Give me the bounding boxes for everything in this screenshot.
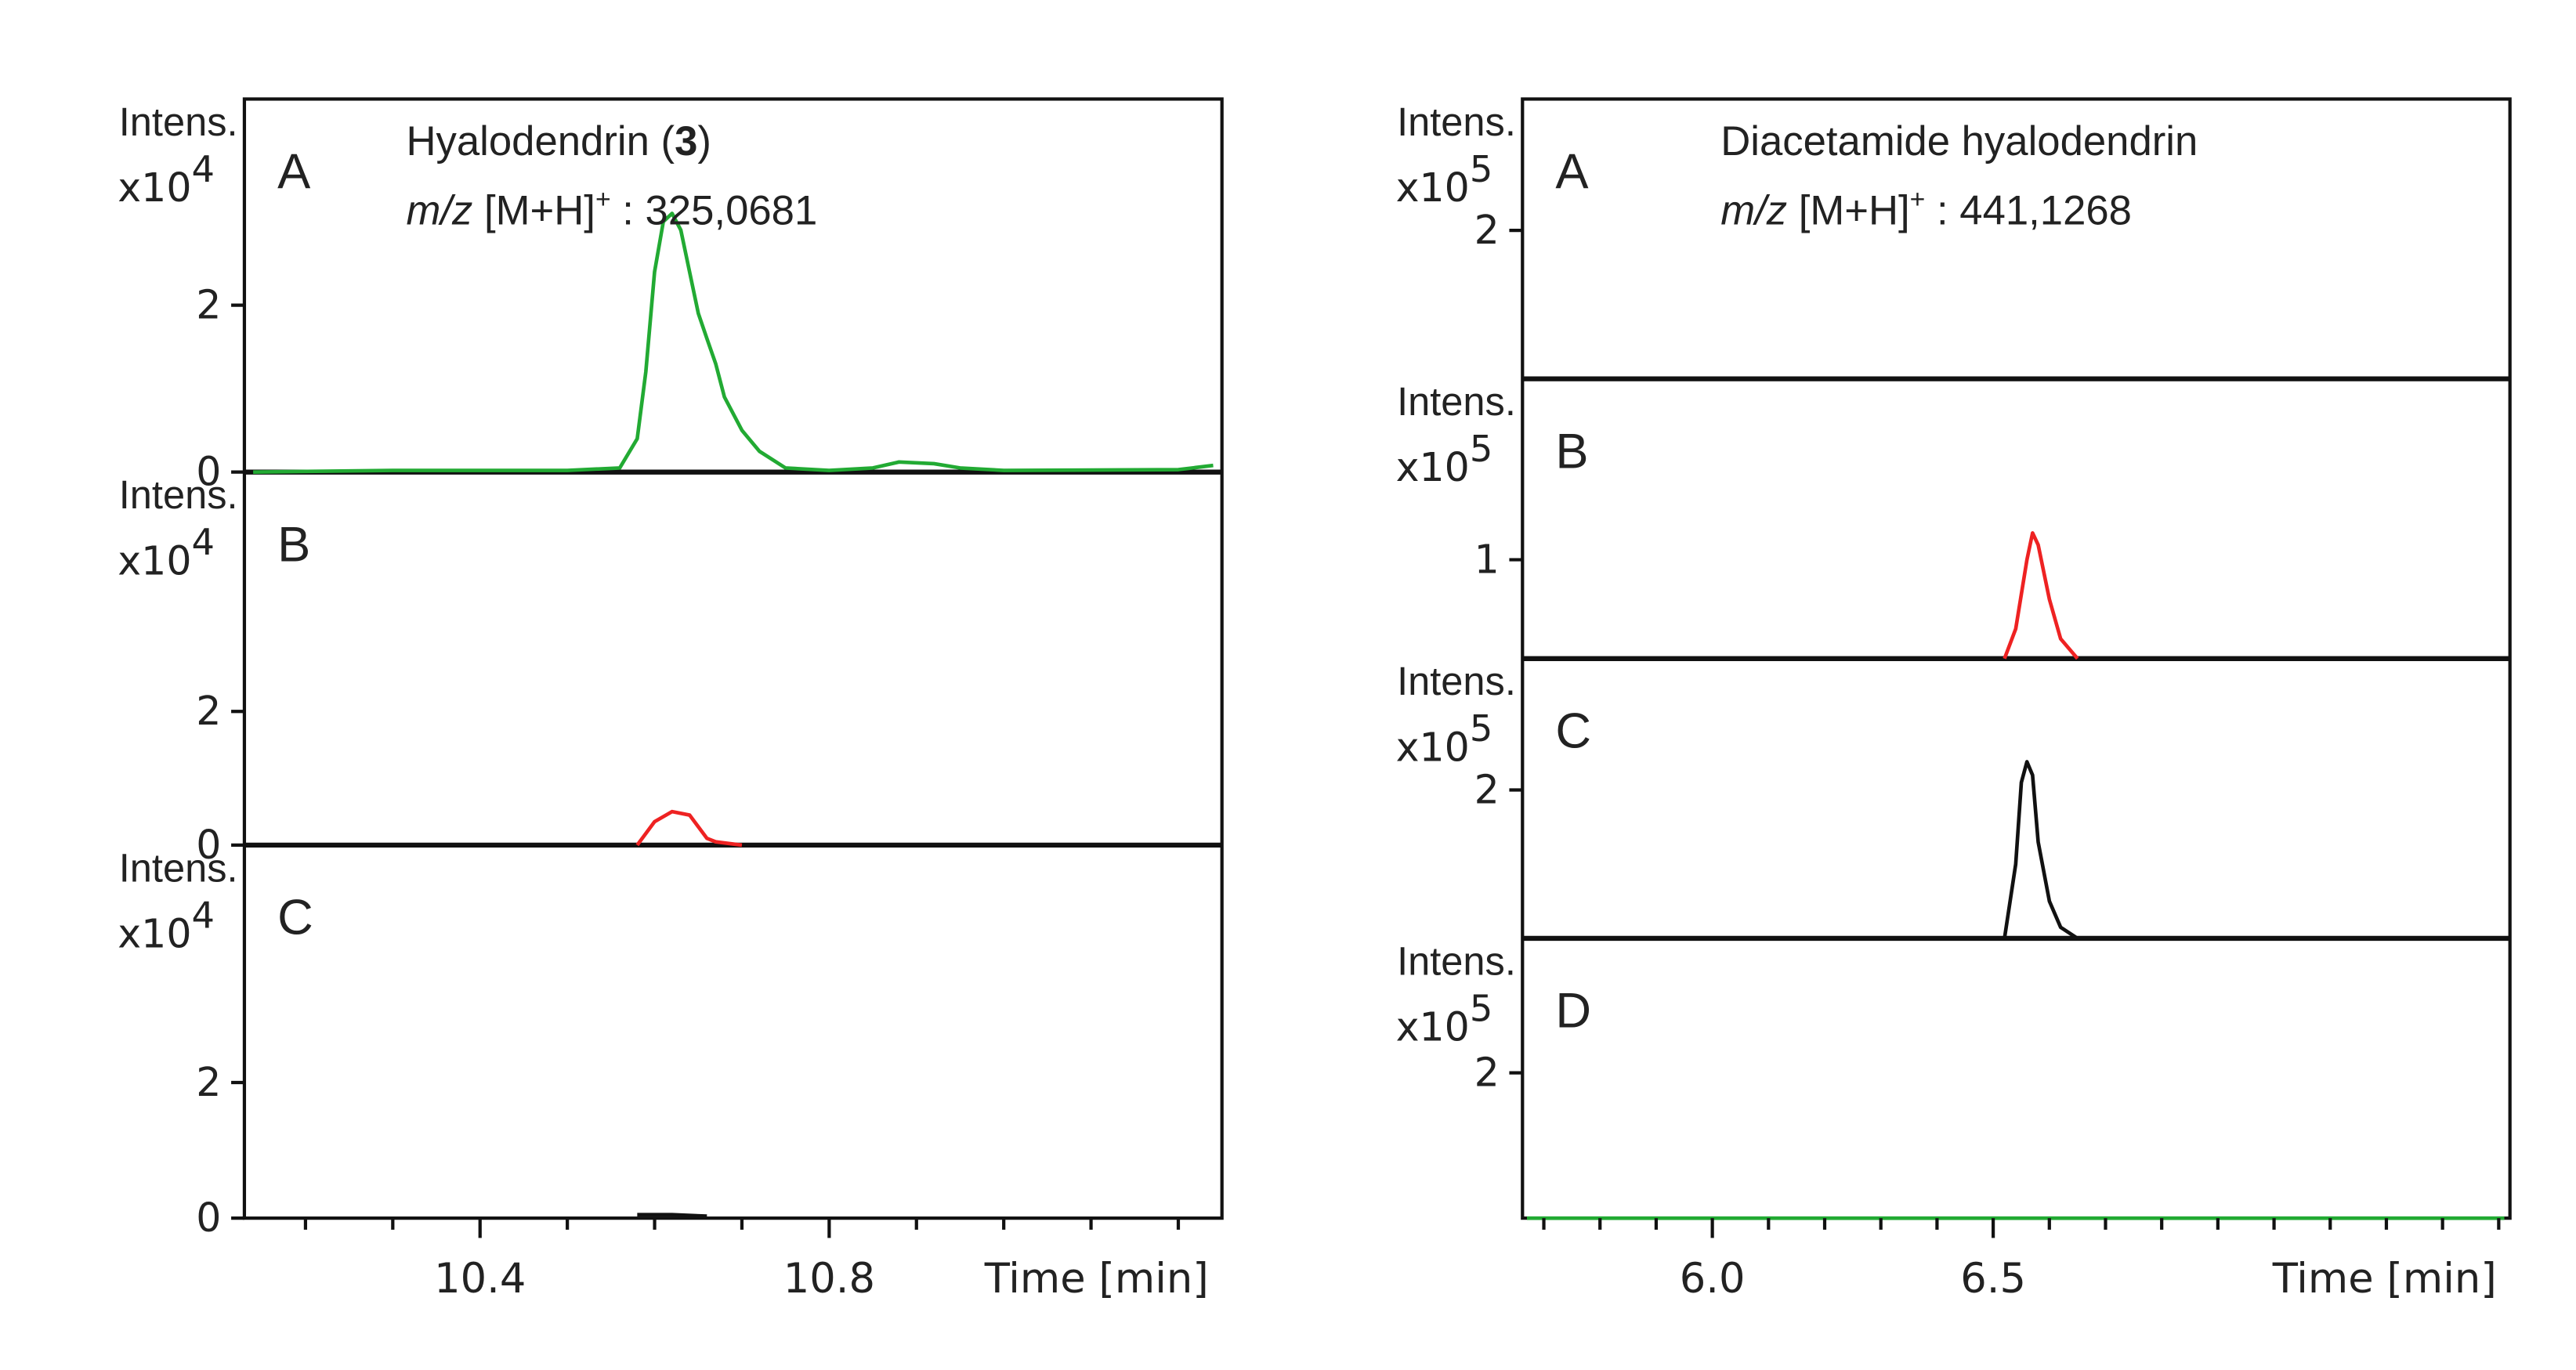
- y-axis-label: Intens.: [1397, 99, 1516, 144]
- panel-label: B: [277, 517, 310, 572]
- charge-label: +: [595, 185, 611, 215]
- y-tick-label: 0: [196, 822, 221, 868]
- y-axis-unit: x104: [118, 894, 215, 956]
- y-axis-unit: x105: [1396, 987, 1493, 1050]
- y-unit-exponent: 4: [191, 148, 215, 190]
- x-tick-label: 10.8: [783, 1255, 875, 1303]
- y-unit-base: x10: [118, 164, 191, 211]
- y-unit-exponent: 4: [191, 521, 215, 563]
- ion-label: [M+H]: [472, 188, 595, 234]
- plot-frame: [242, 97, 1224, 1220]
- panel-label: C: [277, 891, 313, 945]
- y-unit-base: x10: [118, 537, 191, 584]
- y-tick-label: 2: [1474, 766, 1500, 812]
- y-unit-base: x10: [1396, 444, 1470, 490]
- y-axis-label: Intens.: [1397, 659, 1516, 703]
- y-unit-exponent: 5: [1470, 148, 1493, 190]
- compound-name-text: Diacetamide hyalodendrin: [1720, 118, 2198, 164]
- y-unit-base: x10: [1396, 1004, 1470, 1050]
- x-axis-label: Time [min]: [2272, 1255, 2497, 1303]
- y-axis-label: Intens.: [119, 845, 238, 890]
- panel-label: D: [1555, 984, 1591, 1039]
- y-unit-base: x10: [1396, 164, 1470, 211]
- panel-label: C: [1555, 704, 1591, 759]
- trace: [637, 1213, 707, 1218]
- y-tick-label: 2: [196, 688, 221, 734]
- trace: [635, 809, 743, 848]
- compound-name: Hyalodendrin (3): [406, 118, 711, 164]
- x-tick-label: 10.4: [434, 1255, 526, 1303]
- y-axis-label: Intens.: [119, 472, 238, 517]
- compound-name-end: ): [697, 118, 711, 164]
- y-tick-label: 2: [196, 1059, 221, 1105]
- y-tick-label: 0: [196, 449, 221, 495]
- y-axis-label: Intens.: [1397, 938, 1516, 983]
- y-unit-exponent: 5: [1470, 707, 1493, 750]
- mz-label: m/z: [406, 188, 472, 234]
- y-unit-base: x10: [118, 911, 191, 957]
- y-tick-label: 1: [1474, 536, 1500, 582]
- y-tick-label: 0: [196, 1195, 221, 1241]
- y-axis-unit: x105: [1396, 707, 1493, 770]
- x-tick-label: 6.5: [1960, 1255, 2026, 1303]
- trace: [2003, 760, 2079, 940]
- compound-number: 3: [675, 118, 697, 164]
- mz-value: : 325,0681: [611, 188, 818, 234]
- y-tick-label: 2: [1474, 1049, 1500, 1095]
- y-unit-exponent: 5: [1470, 428, 1493, 470]
- compound-name-text: Hyalodendrin (: [406, 118, 675, 164]
- ion-label: [M+H]: [1787, 188, 1910, 234]
- y-axis-unit: x104: [118, 148, 215, 211]
- y-axis-unit: x105: [1396, 148, 1493, 211]
- panel-label: A: [277, 144, 311, 199]
- y-tick-label: 2: [196, 281, 221, 327]
- compound-name: Diacetamide hyalodendrin: [1720, 118, 2198, 164]
- mz-label: m/z: [1720, 188, 1787, 234]
- y-axis-unit: x104: [118, 521, 215, 584]
- x-tick-label: 6.0: [1680, 1255, 1746, 1303]
- trace: [2003, 531, 2079, 660]
- y-unit-exponent: 5: [1470, 987, 1493, 1029]
- trace: [253, 211, 1214, 474]
- y-axis-unit: x105: [1396, 428, 1493, 490]
- y-axis-label: Intens.: [119, 99, 238, 144]
- mass-annotation: m/z [M+H]+ : 325,0681: [406, 185, 817, 234]
- panel-label: B: [1555, 424, 1588, 479]
- panel-label: A: [1555, 144, 1589, 199]
- mass-annotation: m/z [M+H]+ : 441,1268: [1720, 185, 2132, 234]
- y-tick-label: 2: [1474, 207, 1500, 253]
- x-axis-label: Time [min]: [984, 1255, 1209, 1303]
- mz-value: : 441,1268: [1925, 188, 2132, 234]
- y-axis-label: Intens.: [1397, 379, 1516, 424]
- y-unit-exponent: 4: [191, 894, 215, 936]
- y-unit-base: x10: [1396, 724, 1470, 770]
- charge-label: +: [1910, 185, 1926, 215]
